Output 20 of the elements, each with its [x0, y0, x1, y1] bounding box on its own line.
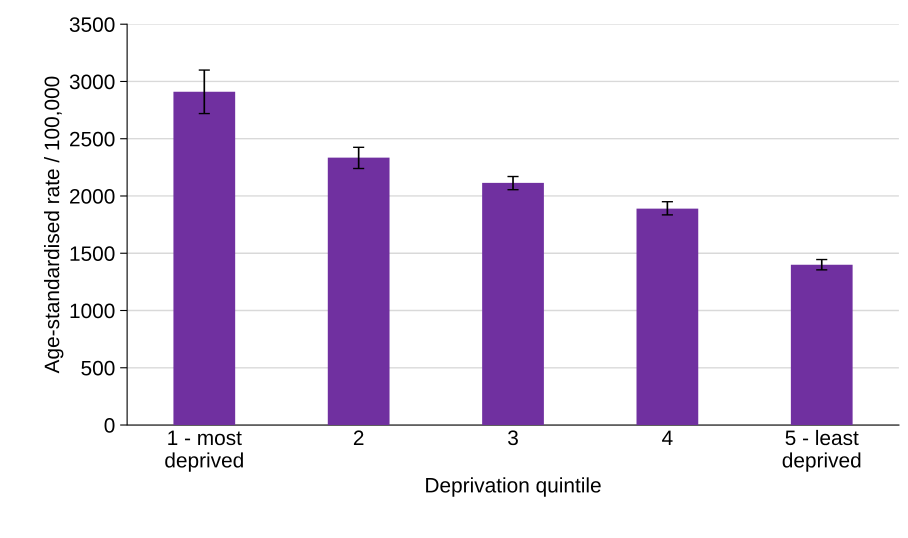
x-tick-label: 3 — [508, 430, 518, 446]
bar — [482, 182, 544, 426]
x-tick-label: 1 - most deprived — [165, 430, 243, 472]
x-tick-label: 4 — [662, 430, 673, 445]
y-tick-label: 0 — [104, 418, 114, 433]
y-tick-label: 3500 — [70, 17, 115, 32]
y-tick-label: 3000 — [70, 74, 115, 90]
y-tick-label: 2000 — [70, 188, 115, 204]
y-tick-label: 1500 — [70, 246, 115, 261]
bar — [636, 208, 698, 426]
y-tick-label: 2500 — [70, 132, 115, 146]
y-tick-label: 1000 — [70, 304, 115, 318]
y-tick-label: 500 — [81, 360, 115, 376]
bar — [173, 92, 236, 426]
bar — [328, 158, 390, 426]
x-tick-label: 2 — [354, 430, 364, 445]
bar — [790, 264, 853, 426]
y-axis-title: Age-standardised rate / 100,000 — [44, 76, 64, 374]
x-axis-title: Deprivation quintile — [426, 477, 601, 497]
x-tick-label: 5 - least deprived — [782, 430, 860, 472]
